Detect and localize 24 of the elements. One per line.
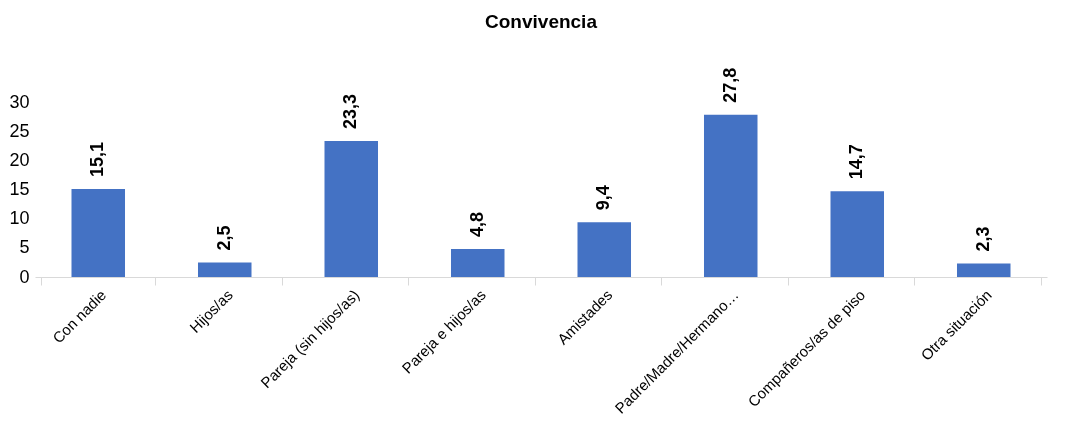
y-tick-label: 25: [9, 120, 30, 141]
data-label: 9,4: [593, 185, 614, 211]
data-label: 2,5: [213, 225, 234, 251]
bar: [451, 249, 505, 277]
y-tick-label: 10: [9, 208, 30, 229]
chart-title: Convivencia: [485, 10, 598, 32]
bar: [704, 114, 758, 277]
bar: [198, 262, 252, 277]
data-label: 14,7: [846, 144, 867, 180]
data-label: 15,1: [87, 141, 108, 177]
data-label: 23,3: [340, 94, 361, 130]
bar: [830, 191, 884, 277]
y-tick-label: 30: [9, 91, 30, 112]
data-label: 2,3: [972, 226, 993, 252]
data-label: 27,8: [719, 67, 740, 103]
bar: [957, 263, 1011, 277]
y-tick-label: 5: [19, 237, 30, 258]
bar: [324, 141, 378, 277]
bar: [71, 188, 125, 277]
y-tick-label: 15: [9, 179, 30, 199]
y-tick-label: 0: [19, 266, 30, 287]
y-tick-label: 20: [9, 149, 30, 170]
data-label: 4,8: [466, 211, 487, 237]
bar: [577, 222, 631, 277]
